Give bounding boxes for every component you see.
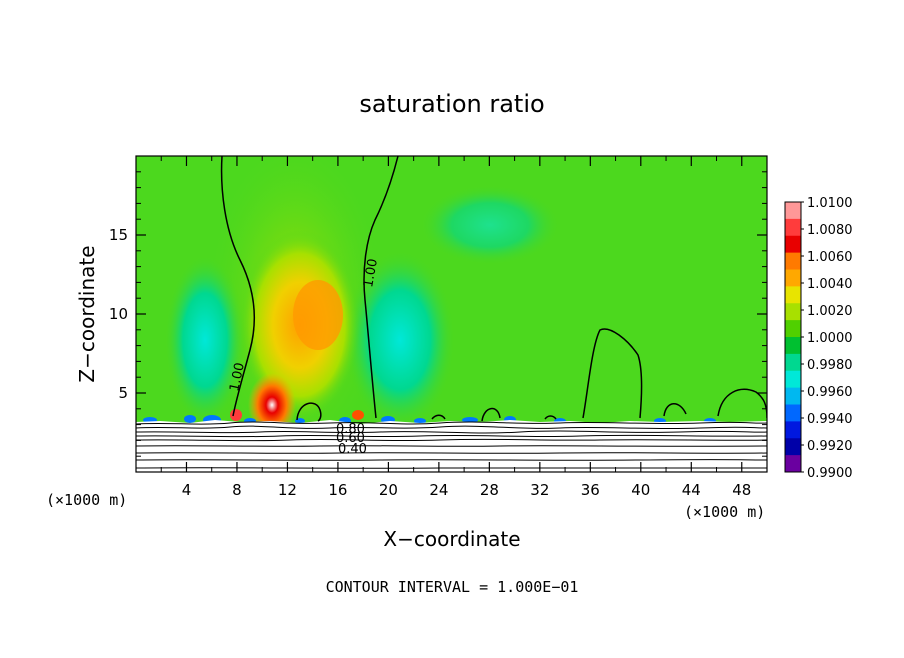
supersaturated-core-upper (293, 280, 343, 350)
unity-contours (220, 156, 767, 422)
y-tick-label: 10 (109, 305, 128, 323)
colorbar-swatch (785, 455, 801, 473)
y-axis: 5 10 15 (109, 171, 767, 457)
colorbar-label: 0.9920 (807, 439, 853, 454)
colorbar-swatch (785, 353, 801, 372)
colorbar-swatch (785, 303, 801, 321)
x-tick-label: 8 (232, 481, 242, 499)
trough-region-mid (345, 250, 455, 430)
x-tick-label: 16 (328, 481, 347, 499)
colorbar-swatch (785, 387, 801, 405)
colorbar-swatch (785, 286, 801, 304)
x-tick-label: 12 (278, 481, 297, 499)
plot-area: 1.00 1.00 0.80 0.60 0.40 (136, 156, 767, 472)
x-tick-label: 48 (732, 481, 751, 499)
x-tick-label: 20 (379, 481, 398, 499)
contour-label: 0.60 (336, 431, 365, 446)
x-axis: 4 8 12 16 20 24 28 32 36 40 44 48 (160, 156, 751, 499)
colorbar-swatch (785, 404, 801, 422)
colorbar-label: 1.0080 (807, 223, 853, 238)
contour-label: 0.80 (336, 422, 365, 437)
colorbar-label: 1.0020 (807, 304, 853, 319)
x-tick-label: 24 (429, 481, 448, 499)
hotspot-small-2 (352, 410, 364, 420)
x-tick-label: 32 (530, 481, 549, 499)
colorbar-label: 1.0100 (807, 196, 853, 211)
trough-region-left (165, 255, 245, 425)
colorbar-swatch (785, 269, 801, 287)
x-tick-label: 28 (480, 481, 499, 499)
colorbar-label: 0.9900 (807, 466, 853, 481)
colorbar-label: 0.9960 (807, 385, 853, 400)
y-tick-label: 15 (109, 226, 128, 244)
chart-title: saturation ratio (359, 90, 544, 118)
colorbar-swatch (785, 252, 801, 270)
colorbar-label: 1.0040 (807, 277, 853, 292)
colorbar-swatch (785, 421, 801, 439)
colorbar-label: 1.0060 (807, 250, 853, 265)
contour-label: 1.00 (361, 258, 381, 289)
x-axis-label: X−coordinate (383, 527, 520, 551)
x-unit-right: (×1000 m) (684, 503, 765, 521)
colorbar-swatch (785, 235, 801, 254)
x-tick-label: 44 (682, 481, 701, 499)
trough-region-upper (420, 185, 560, 265)
contour-label: 1.00 (227, 361, 248, 392)
contour-interval-note: CONTOUR INTERVAL = 1.000E−01 (326, 578, 579, 596)
x-tick-label: 36 (581, 481, 600, 499)
y-tick-label: 5 (118, 384, 128, 402)
colorbar-swatch (785, 202, 801, 220)
hotspot-small (230, 409, 242, 421)
colorbar-label: 0.9980 (807, 358, 853, 373)
x-unit-left: (×1000 m) (46, 491, 127, 509)
colorbar-swatch (785, 337, 801, 355)
y-axis-label: Z−coordinate (75, 245, 99, 382)
surface-contours (136, 421, 767, 469)
colorbar-swatch (785, 320, 801, 338)
colorbar-swatch (785, 370, 801, 389)
x-tick-label: 40 (631, 481, 650, 499)
supersaturated-max (248, 373, 296, 437)
colorbar-swatch (785, 438, 801, 456)
colorbar-label: 1.0000 (807, 331, 853, 346)
contour-label: 0.40 (338, 442, 367, 457)
colorbar-swatch (785, 218, 801, 237)
x-tick-label: 4 (182, 481, 192, 499)
colorbar-label: 0.9940 (807, 412, 853, 427)
colorbar: 1.0100 1.0080 1.0060 1.0040 1.0020 1.0000 0.99… (784, 196, 853, 481)
